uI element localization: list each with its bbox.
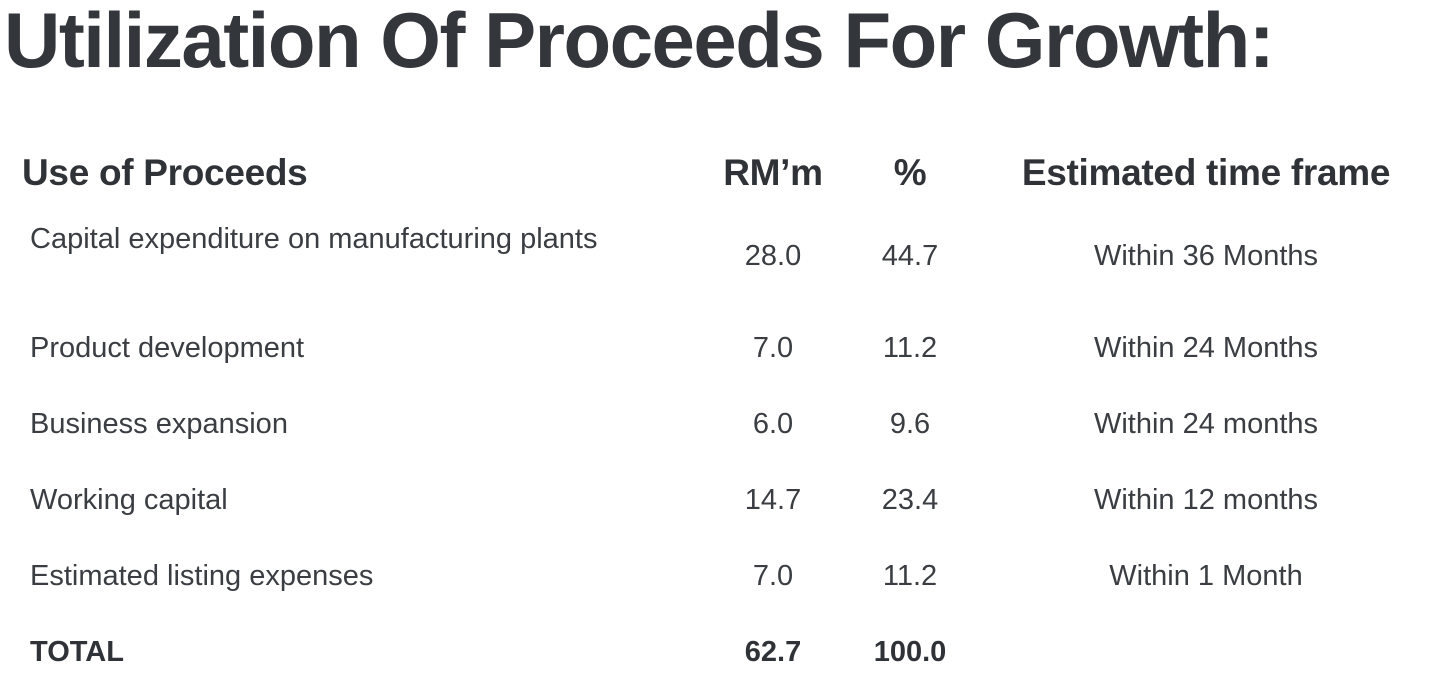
row-5-rm: 7.0 xyxy=(752,560,794,592)
row-1-use: Capital expenditure on manufacturing pla… xyxy=(30,223,598,255)
total-pct: 100.0 xyxy=(873,636,947,668)
row-5-use: Estimated listing expenses xyxy=(30,560,374,592)
row-5-time: Within 1 Month xyxy=(1109,560,1303,592)
total-label: TOTAL xyxy=(30,636,124,668)
row-5-pct: 11.2 xyxy=(882,560,938,592)
row-1-rm: 28.0 xyxy=(744,240,802,272)
header-use-of-proceeds: Use of Proceeds xyxy=(22,152,308,193)
row-2-time: Within 24 Months xyxy=(1093,332,1319,364)
header-percent: % xyxy=(893,152,927,193)
total-rm: 62.7 xyxy=(744,636,802,668)
row-2-pct: 11.2 xyxy=(882,332,938,364)
row-3-time: Within 24 months xyxy=(1093,408,1319,440)
row-1-pct: 44.7 xyxy=(881,240,939,272)
row-4-pct: 23.4 xyxy=(881,484,939,516)
header-rm-million: RM’m xyxy=(723,152,823,193)
row-4-time: Within 12 months xyxy=(1093,484,1319,516)
row-4-use: Working capital xyxy=(30,484,228,516)
row-3-rm: 6.0 xyxy=(752,408,794,440)
row-1-time: Within 36 Months xyxy=(1093,240,1319,272)
row-3-use: Business expansion xyxy=(30,408,288,440)
row-3-pct: 9.6 xyxy=(889,408,931,440)
header-estimated-time-frame: Estimated time frame xyxy=(1021,152,1391,193)
row-2-use: Product development xyxy=(30,332,305,364)
row-2-rm: 7.0 xyxy=(752,332,794,364)
row-4-rm: 14.7 xyxy=(744,484,802,516)
page-title: Utilization Of Proceeds For Growth: xyxy=(4,0,1275,84)
